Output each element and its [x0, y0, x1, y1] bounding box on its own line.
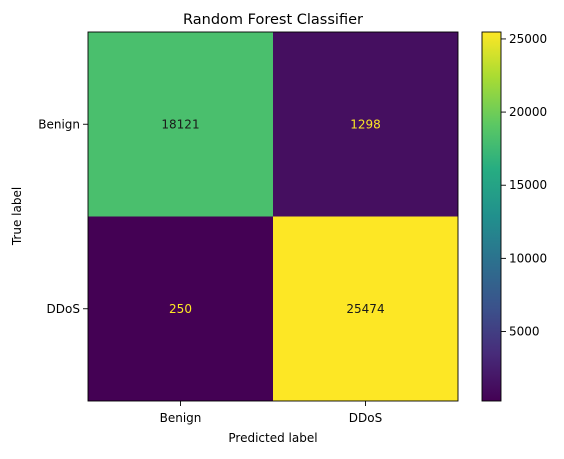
colorbar-tick-label: 20000 — [509, 105, 547, 119]
y-tick-label: DDoS — [47, 302, 80, 316]
x-axis-ticks: Benign DDoS — [160, 401, 382, 425]
heatmap-cell — [273, 32, 458, 217]
heatmap-cells: 18121 1298 250 25474 — [88, 32, 458, 401]
plot-frame — [87, 31, 459, 402]
colorbar-tick-label: 5000 — [509, 325, 540, 339]
cell-value-label: 250 — [169, 302, 192, 316]
colorbar-ticks: 5000 10000 15000 20000 25000 — [501, 32, 547, 339]
x-tick-label: DDoS — [349, 411, 382, 425]
colorbar-tick-label: 10000 — [509, 251, 547, 265]
heatmap-cell — [88, 216, 273, 401]
heatmap-cell — [273, 216, 458, 401]
y-axis-label: True label — [10, 187, 24, 246]
chart-title: Random Forest Classifier — [183, 12, 363, 28]
heatmap-cell — [88, 32, 273, 217]
cell-value-label: 1298 — [350, 117, 381, 131]
x-axis-label: Predicted label — [228, 431, 317, 445]
x-tick-label: Benign — [160, 411, 202, 425]
y-tick-label: Benign — [38, 117, 80, 131]
y-axis-ticks: Benign DDoS — [38, 117, 88, 316]
colorbar-tick-label: 15000 — [509, 178, 547, 192]
cell-value-label: 25474 — [346, 302, 384, 316]
colorbar — [481, 31, 502, 402]
cell-value-label: 18121 — [161, 117, 199, 131]
colorbar-tick-label: 25000 — [509, 32, 547, 46]
